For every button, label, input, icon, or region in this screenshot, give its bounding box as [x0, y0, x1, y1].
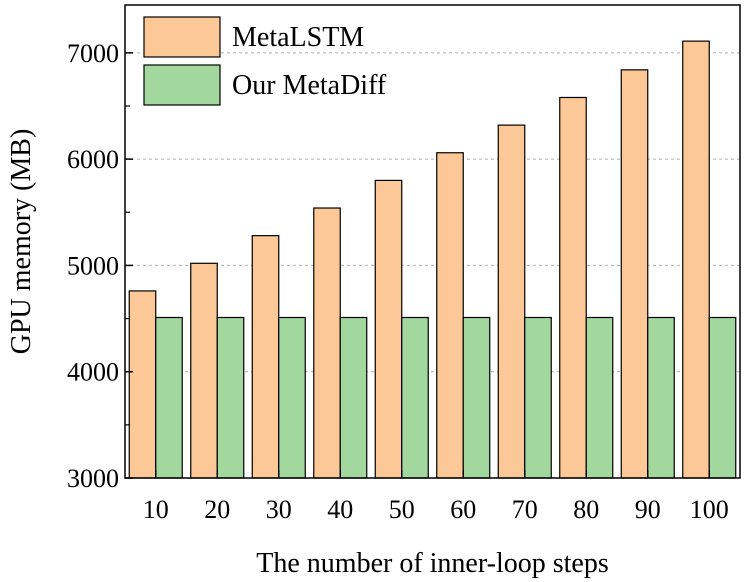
bar-our-metadiff-40 — [339, 316, 368, 479]
x-axis-title: The number of inner-loop steps — [256, 548, 608, 579]
bar-metalstm-80 — [559, 96, 587, 479]
plot-frame — [124, 4, 741, 479]
x-tick-label: 70 — [512, 495, 538, 524]
bar-our-metadiff-30 — [278, 316, 306, 479]
bars — [128, 40, 737, 479]
x-tick-label: 100 — [690, 495, 729, 524]
bar-metalstm-50 — [374, 179, 403, 479]
bar-metalstm-90 — [620, 69, 649, 479]
legend-label: MetaLSTM — [232, 22, 364, 53]
bar-metalstm-30 — [251, 235, 280, 479]
bar-metalstm-40 — [313, 207, 341, 479]
bar-metalstm-70 — [497, 124, 526, 479]
bar-our-metadiff-60 — [462, 316, 491, 479]
bar-metalstm-10 — [128, 290, 157, 479]
y-tick-label: 6000 — [67, 145, 119, 174]
y-tick-label: 5000 — [67, 251, 119, 280]
bar-our-metadiff-50 — [401, 316, 429, 479]
bar-metalstm-20 — [190, 262, 218, 479]
x-tick-label: 80 — [573, 495, 599, 524]
legend-swatch — [143, 64, 221, 106]
x-tick-label: 40 — [327, 495, 353, 524]
bar-our-metadiff-80 — [585, 316, 614, 479]
x-tick-label: 50 — [389, 495, 415, 524]
legend-swatch — [143, 16, 221, 58]
bar-our-metadiff-70 — [524, 316, 552, 479]
x-tick-label: 30 — [266, 495, 292, 524]
legend: MetaLSTM Our MetaDiff — [143, 16, 387, 106]
x-tick-label: 20 — [204, 495, 230, 524]
bar-our-metadiff-90 — [647, 316, 675, 479]
x-tick-label: 90 — [635, 495, 661, 524]
y-axis: 3000 4000 5000 6000 7000 — [67, 39, 133, 493]
bar-our-metadiff-20 — [216, 316, 245, 479]
y-tick-label: 7000 — [67, 39, 119, 68]
y-tick-label: 3000 — [67, 464, 119, 493]
x-axis: 10 20 30 40 50 60 70 80 90 100 — [143, 470, 729, 524]
y-tick-label: 4000 — [67, 358, 119, 387]
bar-metalstm-100 — [682, 40, 710, 479]
bar-our-metadiff-10 — [155, 316, 183, 479]
x-tick-label: 10 — [143, 495, 169, 524]
bar-metalstm-60 — [436, 152, 464, 479]
bar-our-metadiff-100 — [708, 316, 737, 479]
x-tick-label: 60 — [450, 495, 476, 524]
legend-label: Our MetaDiff — [232, 70, 387, 101]
y-axis-title: GPU memory (MB) — [6, 129, 37, 355]
